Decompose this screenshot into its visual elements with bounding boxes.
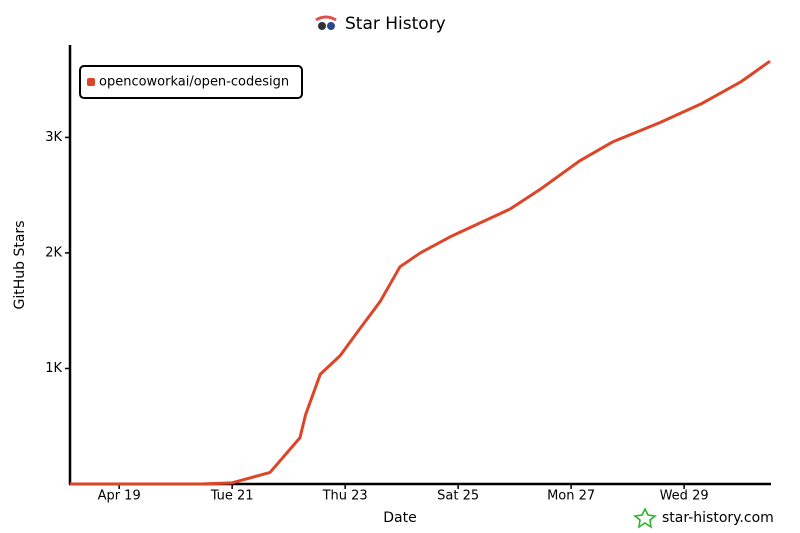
- x-tick-label: Wed 29: [660, 489, 709, 504]
- y-tick-label: 3K: [45, 130, 62, 145]
- chart-title: Star History: [345, 14, 446, 34]
- legend-label: opencoworkai/open-codesign: [99, 75, 289, 90]
- series-line: [70, 59, 771, 486]
- y-axis-label: GitHub Stars: [12, 221, 28, 310]
- legend-swatch: [87, 78, 95, 86]
- watermark: star-history.com: [662, 510, 774, 526]
- x-tick-label: Thu 23: [322, 489, 368, 504]
- y-tick-label: 1K: [45, 361, 62, 376]
- x-tick-label: Tue 21: [210, 489, 254, 504]
- watermark-icon: [633, 507, 657, 529]
- x-tick-label: Mon 27: [547, 489, 595, 504]
- x-tick-label: Apr 19: [98, 489, 141, 504]
- y-tick-label: 2K: [45, 245, 62, 260]
- legend-box: [79, 65, 303, 99]
- logo-icon: [315, 15, 337, 30]
- x-tick-label: Sat 25: [437, 489, 479, 504]
- x-axis-label: Date: [383, 510, 416, 526]
